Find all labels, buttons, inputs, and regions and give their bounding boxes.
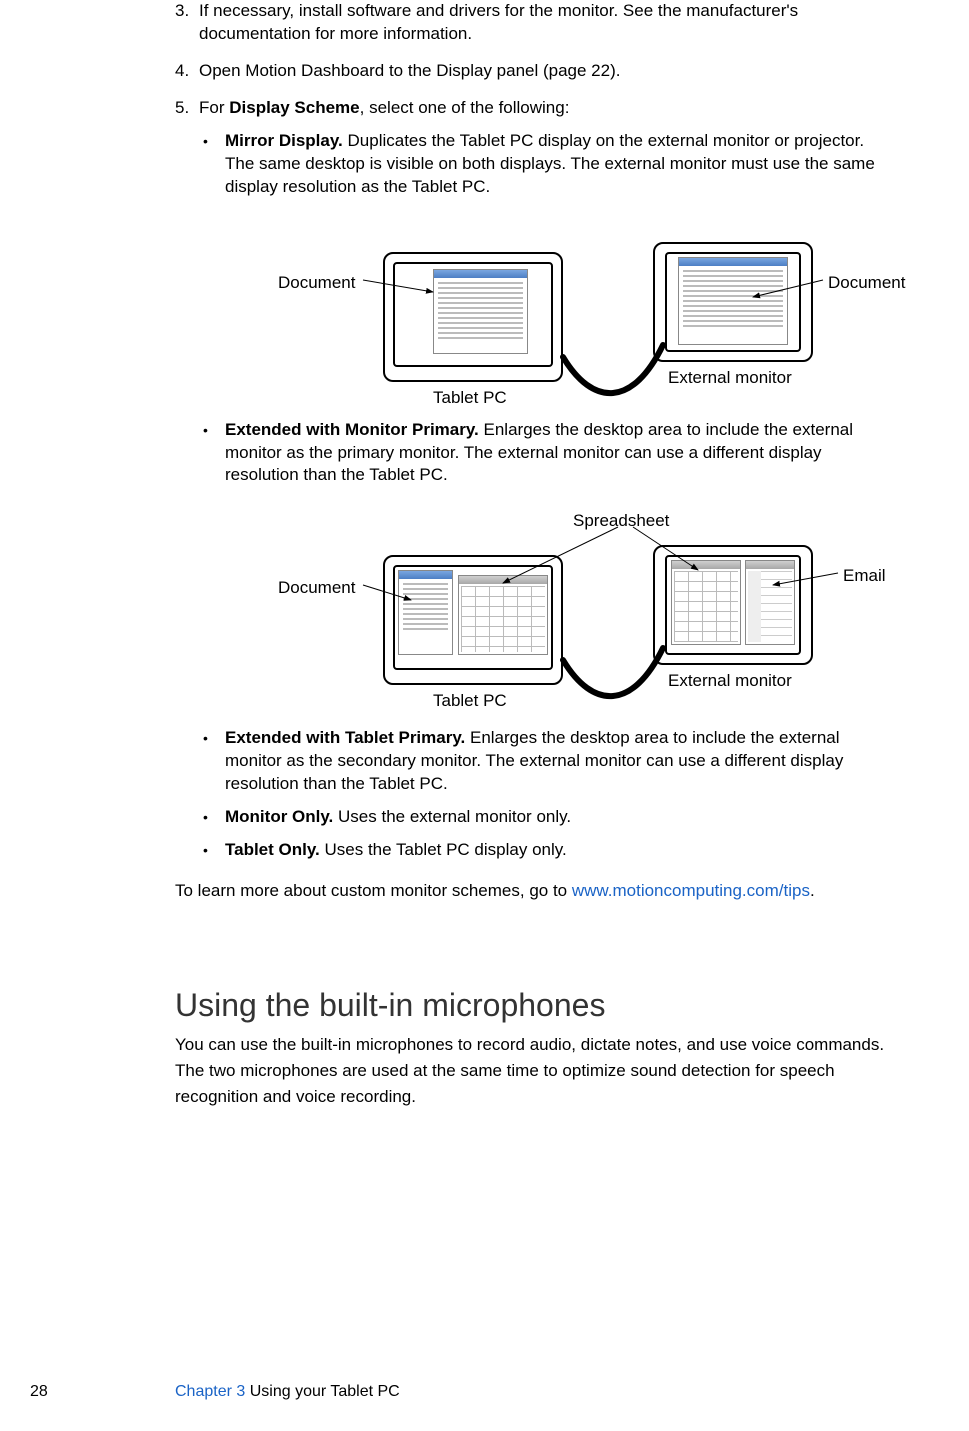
section-heading-microphones: Using the built-in microphones	[175, 984, 889, 1027]
bullet-bold: Extended with Monitor Primary.	[225, 420, 479, 439]
bullet-monitor-only: • Monitor Only. Uses the external monito…	[203, 806, 889, 829]
learn-more-para: To learn more about custom monitor schem…	[175, 878, 889, 904]
list-item-5: 5. For Display Scheme, select one of the…	[175, 97, 889, 120]
bullet-ext-monitor: • Extended with Monitor Primary. Enlarge…	[203, 419, 889, 488]
bullet-text: Extended with Tablet Primary. Enlarges t…	[225, 727, 889, 796]
text-line: If necessary, install software and drive…	[199, 1, 798, 20]
page-content: 3. If necessary, install software and dr…	[0, 0, 969, 1111]
bullet-bold: Extended with Tablet Primary.	[225, 728, 465, 747]
bullet-bold: Mirror Display.	[225, 131, 343, 150]
bullet-dot: •	[203, 130, 225, 199]
bullet-bold: Monitor Only.	[225, 807, 333, 826]
bullet-dot: •	[203, 727, 225, 796]
item-number: 5.	[175, 97, 199, 120]
bullet-tablet-only: • Tablet Only. Uses the Tablet PC displa…	[203, 839, 889, 862]
text-line: documentation for more information.	[199, 24, 472, 43]
bullet-dot: •	[203, 839, 225, 862]
bullet-dot: •	[203, 419, 225, 488]
chapter-label: Chapter 3 Using your Tablet PC	[175, 1381, 400, 1403]
figure-mirror: DocumentDocumentTablet PCExternal monito…	[203, 217, 889, 397]
item-text: Open Motion Dashboard to the Display pan…	[199, 60, 889, 83]
bullet-ext-tablet: • Extended with Tablet Primary. Enlarges…	[203, 727, 889, 796]
item-text: If necessary, install software and drive…	[199, 0, 889, 46]
figure-extended: DocumentSpreadsheetEmailTablet PCExterna…	[203, 505, 889, 705]
item-number: 4.	[175, 60, 199, 83]
tips-link[interactable]: www.motioncomputing.com/tips	[572, 881, 810, 900]
bullet-text: Tablet Only. Uses the Tablet PC display …	[225, 839, 889, 862]
bullet-list: • Mirror Display. Duplicates the Tablet …	[203, 130, 889, 862]
bullet-text: Monitor Only. Uses the external monitor …	[225, 806, 889, 829]
item-text: For Display Scheme, select one of the fo…	[199, 97, 889, 120]
bullet-dot: •	[203, 806, 225, 829]
bullet-rest: Uses the Tablet PC display only.	[320, 840, 567, 859]
item-number: 3.	[175, 0, 199, 46]
list-item-4: 4. Open Motion Dashboard to the Display …	[175, 60, 889, 83]
text-fragment: For	[199, 98, 229, 117]
chapter-number: Chapter 3	[175, 1383, 245, 1400]
bullet-mirror: • Mirror Display. Duplicates the Tablet …	[203, 130, 889, 199]
bullet-bold: Tablet Only.	[225, 840, 320, 859]
bullet-text: Mirror Display. Duplicates the Tablet PC…	[225, 130, 889, 199]
bold-term: Display Scheme	[229, 98, 359, 117]
chapter-title: Using your Tablet PC	[245, 1383, 399, 1400]
bullet-rest: Uses the external monitor only.	[333, 807, 571, 826]
bullet-text: Extended with Monitor Primary. Enlarges …	[225, 419, 889, 488]
text-fragment: .	[810, 881, 815, 900]
text-fragment: , select one of the following:	[360, 98, 570, 117]
list-item-3: 3. If necessary, install software and dr…	[175, 0, 889, 46]
diagram-extended: DocumentSpreadsheetEmailTablet PCExterna…	[233, 505, 913, 705]
text-fragment: To learn more about custom monitor schem…	[175, 881, 572, 900]
page-number: 28	[30, 1381, 48, 1403]
intro-para: You can use the built-in microphones to …	[175, 1032, 889, 1111]
diagram-mirror: DocumentDocumentTablet PCExternal monito…	[233, 217, 853, 397]
